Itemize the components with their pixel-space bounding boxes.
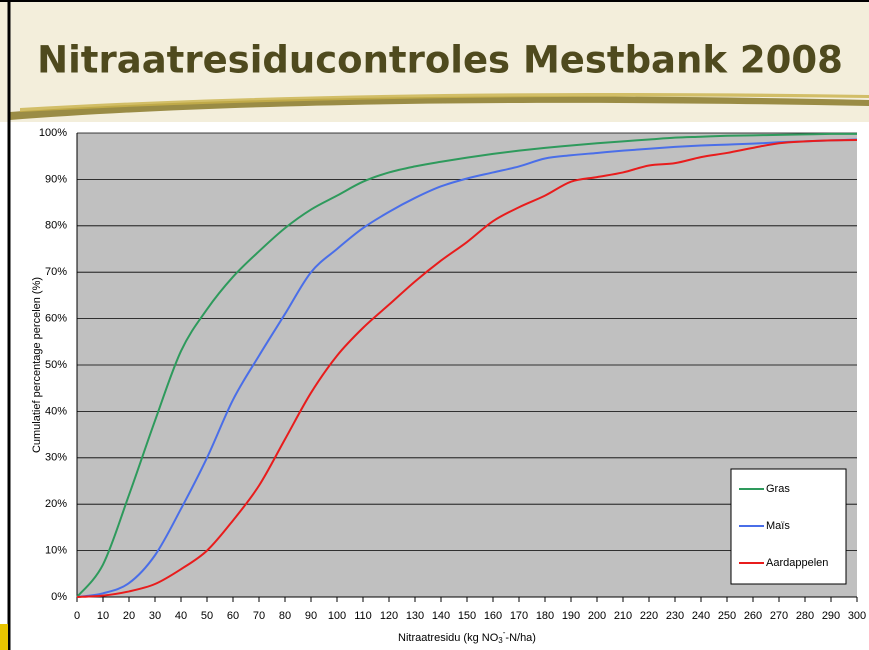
legend-label: Maïs [766, 520, 790, 532]
x-tick-label: 80 [279, 610, 291, 622]
x-tick-label: 120 [380, 610, 398, 622]
x-tick-label: 150 [458, 610, 476, 622]
x-tick-label: 180 [536, 610, 554, 622]
x-tick-label: 40 [175, 610, 187, 622]
line-series [76, 138, 858, 598]
y-tick-label: 40% [45, 405, 67, 417]
x-tick-label: 130 [406, 610, 424, 622]
y-tick-label: 70% [45, 266, 67, 278]
y-axis-label: Cumulatief percentage percelen (%) [31, 277, 43, 453]
line-series [76, 132, 858, 598]
x-tick-label: 10 [97, 610, 109, 622]
x-axis-label: Nitraatresidu (kg NO3--N/ha) [398, 628, 536, 645]
x-tick-label: 220 [640, 610, 658, 622]
x-tick-label: 190 [562, 610, 580, 622]
x-tick-label: 300 [848, 610, 866, 622]
y-tick-label: 80% [45, 220, 67, 232]
x-tick-label: 290 [822, 610, 840, 622]
legend-label: Aardappelen [766, 557, 828, 569]
x-tick-label: 0 [74, 610, 80, 622]
x-tick-label: 250 [718, 610, 736, 622]
x-axis-label-sup: - [503, 628, 506, 637]
line-series [76, 138, 858, 598]
x-tick-label: 200 [588, 610, 606, 622]
x-tick-label: 210 [614, 610, 632, 622]
y-tick-label: 0% [51, 591, 67, 603]
y-tick-label: 100% [39, 127, 67, 139]
x-tick-label: 90 [305, 610, 317, 622]
x-axis-label-part: -N/ha) [505, 632, 536, 644]
x-tick-label: 70 [253, 610, 265, 622]
x-tick-label: 50 [201, 610, 213, 622]
x-tick-label: 30 [149, 610, 161, 622]
legend-label: Gras [766, 483, 790, 495]
y-tick-label: 20% [45, 498, 67, 510]
x-tick-label: 100 [328, 610, 346, 622]
x-tick-label: 230 [666, 610, 684, 622]
x-tick-label: 60 [227, 610, 239, 622]
x-tick-label: 280 [796, 610, 814, 622]
y-tick-label: 10% [45, 545, 67, 557]
x-tick-label: 160 [484, 610, 502, 622]
x-tick-label: 20 [123, 610, 135, 622]
x-axis-label-part: Nitraatresidu (kg NO [398, 632, 499, 644]
x-tick-label: 240 [692, 610, 710, 622]
chart-title: Nitraatresiducontroles Mestbank 2008 [37, 39, 843, 82]
header-stroke [20, 92, 869, 112]
x-tick-label: 140 [432, 610, 450, 622]
x-tick-label: 260 [744, 610, 762, 622]
y-tick-label: 90% [45, 173, 67, 185]
y-tick-label: 60% [45, 313, 67, 325]
y-tick-label: 30% [45, 452, 67, 464]
x-axis-label-sub: 3 [498, 636, 503, 645]
corner-mark [0, 624, 8, 650]
x-tick-label: 110 [354, 610, 372, 622]
y-tick-label: 50% [45, 359, 67, 371]
x-tick-label: 270 [770, 610, 788, 622]
x-tick-label: 170 [510, 610, 528, 622]
